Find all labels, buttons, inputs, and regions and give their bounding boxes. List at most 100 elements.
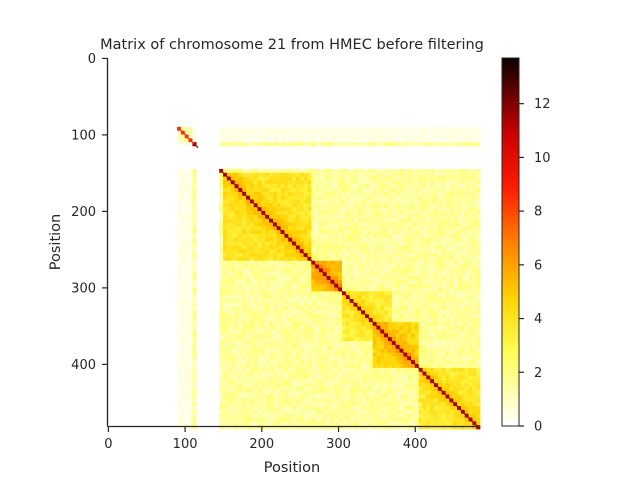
heatmap-cell	[326, 341, 331, 346]
heatmap-cell	[315, 329, 320, 334]
heatmap-cell	[341, 276, 347, 281]
heatmap-cell	[384, 299, 389, 304]
heatmap-cell	[253, 130, 258, 135]
heatmap-cell	[365, 356, 370, 361]
heatmap-cell	[445, 344, 450, 350]
heatmap-cell	[437, 302, 443, 307]
heatmap-cell	[338, 276, 343, 281]
heatmap-cell	[322, 268, 327, 273]
heatmap-cell	[188, 211, 193, 216]
heatmap-cell	[345, 371, 350, 376]
heatmap-cell	[257, 195, 262, 200]
heatmap-cell	[349, 134, 354, 139]
heatmap-cell	[223, 214, 228, 219]
heatmap-cell	[276, 245, 281, 250]
heatmap-cell	[276, 341, 281, 346]
heatmap-cell	[384, 249, 389, 254]
heatmap-cell	[353, 360, 358, 365]
heatmap-cell	[307, 188, 312, 193]
heatmap-cell	[372, 176, 377, 181]
heatmap-cell	[246, 237, 251, 242]
heatmap-cell	[449, 260, 454, 265]
heatmap-cell	[361, 191, 366, 197]
heatmap-cell	[341, 214, 347, 219]
heatmap-cell	[395, 406, 400, 411]
heatmap-cell	[457, 199, 462, 204]
heatmap-cell	[184, 321, 189, 327]
heatmap-cell	[288, 245, 293, 250]
heatmap-cell	[318, 126, 324, 131]
heatmap-cell	[338, 352, 343, 357]
heatmap-cell	[303, 283, 308, 288]
heatmap-cell	[353, 245, 358, 250]
heatmap-cell	[307, 199, 312, 204]
heatmap-cell	[261, 306, 266, 311]
heatmap-cell	[338, 260, 343, 265]
heatmap-cell	[284, 253, 289, 258]
heatmap-cell	[453, 321, 458, 327]
heatmap-cell	[330, 329, 335, 334]
heatmap-cell	[372, 406, 377, 411]
heatmap-cell	[349, 226, 354, 231]
heatmap-cell	[249, 421, 255, 426]
heatmap-cell	[399, 344, 404, 350]
heatmap-cell	[338, 329, 343, 334]
heatmap-cell	[361, 199, 366, 204]
heatmap-cell	[184, 329, 189, 334]
heatmap-cell	[391, 241, 396, 246]
heatmap-cell	[384, 325, 389, 330]
heatmap-cell	[349, 142, 354, 147]
heatmap-cell	[349, 130, 354, 135]
heatmap-cell	[426, 138, 431, 143]
heatmap-cell	[230, 195, 235, 200]
heatmap-cell	[334, 386, 339, 392]
heatmap-cell	[188, 264, 193, 269]
heatmap-cell	[334, 168, 339, 174]
heatmap-cell	[311, 283, 316, 288]
heatmap-cell	[307, 386, 312, 392]
heatmap-cell	[395, 276, 400, 281]
heatmap-cell	[265, 126, 270, 131]
heatmap-cell	[411, 241, 416, 246]
heatmap-cell	[380, 390, 385, 395]
heatmap-cell	[357, 379, 362, 384]
heatmap-cell	[457, 142, 462, 147]
heatmap-cell	[361, 172, 366, 177]
heatmap-cell	[242, 130, 247, 135]
heatmap-cell	[261, 421, 266, 426]
heatmap-cell	[276, 283, 281, 288]
heatmap-cell	[326, 264, 331, 269]
heatmap-cell	[357, 344, 362, 350]
heatmap-cell	[180, 341, 186, 346]
heatmap-cell	[361, 299, 366, 304]
heatmap-cell	[261, 283, 266, 288]
heatmap-cell	[357, 383, 362, 388]
heatmap-cell	[380, 371, 385, 376]
heatmap-cell	[253, 352, 258, 357]
heatmap-cell	[437, 142, 443, 147]
heatmap-cell	[380, 130, 385, 135]
heatmap-cell	[272, 249, 278, 254]
heatmap-cell	[265, 356, 270, 361]
heatmap-cell	[357, 386, 362, 392]
heatmap-cell	[345, 272, 350, 277]
heatmap-cell	[322, 230, 327, 235]
heatmap-cell	[426, 253, 431, 258]
heatmap-cell	[177, 306, 182, 311]
heatmap-cell	[345, 184, 350, 189]
heatmap-cell	[449, 406, 454, 411]
heatmap-cell	[341, 333, 347, 338]
heatmap-cell	[345, 409, 350, 415]
heatmap-cell	[357, 329, 362, 334]
heatmap-cell	[330, 276, 335, 281]
heatmap-cell	[457, 314, 462, 319]
heatmap-cell	[299, 130, 304, 135]
heatmap-cell	[315, 413, 320, 418]
heatmap-cell	[368, 241, 373, 246]
heatmap-cell	[253, 253, 258, 258]
heatmap-cell	[307, 237, 312, 242]
heatmap-cell	[242, 413, 247, 418]
heatmap-cell	[411, 409, 416, 415]
heatmap-cell	[318, 184, 324, 189]
heatmap-cell	[269, 394, 274, 399]
